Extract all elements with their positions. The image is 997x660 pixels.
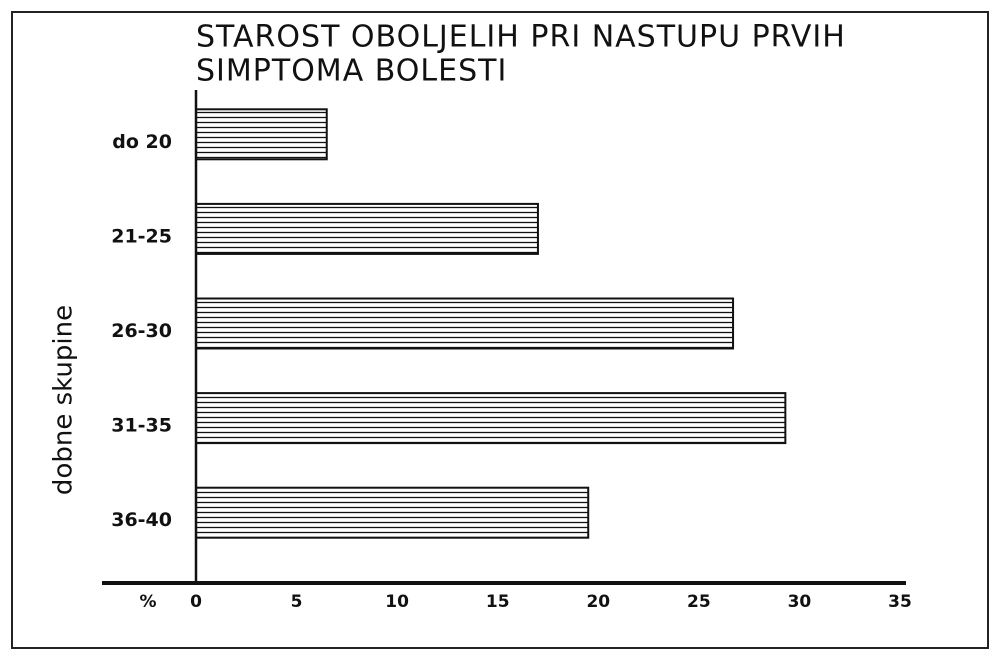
x-tick-label: 0 (190, 592, 202, 612)
bar (195, 392, 787, 445)
x-tick-label: 25 (687, 592, 711, 612)
chart-title: STAROST OBOLJELIH PRI NASTUPU PRVIH (196, 20, 846, 55)
y-tick-label: 36-40 (111, 509, 172, 531)
bar (195, 486, 590, 539)
x-tick-label: 5 (291, 592, 303, 612)
chart-title: SIMPTOMA BOLESTI (196, 54, 507, 89)
bar (195, 297, 735, 350)
y-tick-label: do 20 (112, 131, 172, 153)
x-unit-label: % (139, 592, 156, 612)
y-axis-label: dobne skupine (49, 305, 79, 495)
x-tick-label: 30 (788, 592, 812, 612)
x-tick-label: 10 (385, 592, 409, 612)
x-tick-label: 15 (486, 592, 510, 612)
y-tick-label: 21-25 (111, 225, 172, 247)
y-tick-label: 26-30 (111, 320, 172, 342)
x-tick-label: 20 (586, 592, 610, 612)
frame (11, 11, 989, 649)
bar (195, 202, 539, 255)
x-tick-label: 35 (888, 592, 912, 612)
y-tick-label: 31-35 (111, 415, 172, 437)
bar (195, 108, 328, 161)
